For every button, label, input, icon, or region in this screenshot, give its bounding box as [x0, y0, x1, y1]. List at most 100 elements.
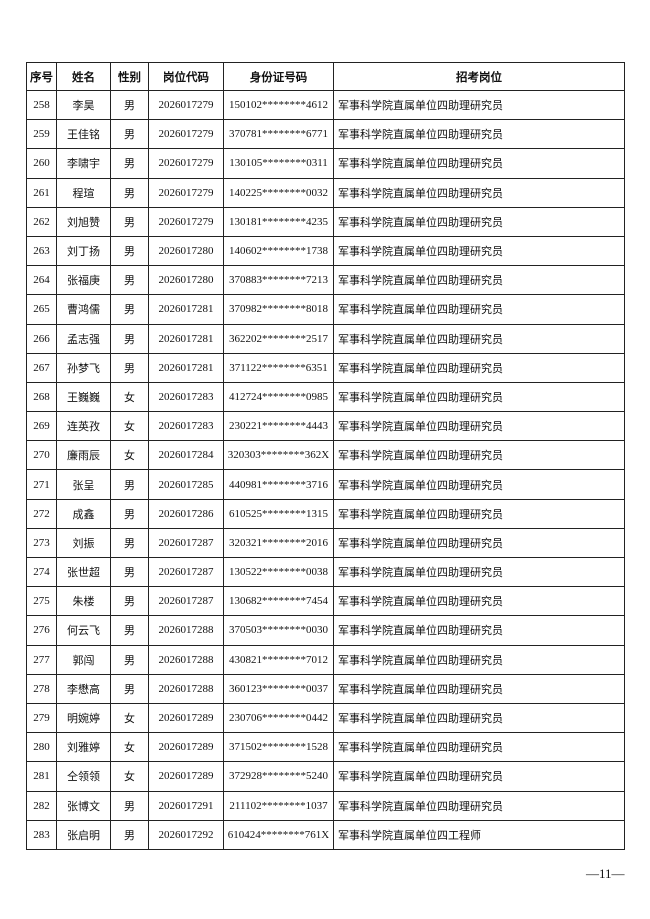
table-cell: 连英孜: [56, 411, 111, 442]
table-cell: 2026017289: [148, 732, 224, 763]
table-cell: 李昊: [56, 89, 111, 121]
table-cell: 262: [26, 206, 57, 237]
table-cell: 成鑫: [56, 498, 111, 529]
table-cell: 军事科学院直属单位四助理研究员: [333, 294, 625, 325]
header-cell: 岗位代码: [148, 62, 224, 91]
table-row: 266 孟志强男 2026017281 362202********2517 军事科学院…: [26, 323, 625, 354]
table-cell: 刘振: [56, 527, 111, 559]
table-cell: 李懋高: [56, 673, 111, 704]
table-row: 272 成鑫男 2026017286 610525********1315 军事科学院直…: [26, 498, 625, 529]
table-cell: 张世超: [56, 556, 111, 588]
table-cell: 2026017287: [148, 527, 224, 559]
table-cell: 140225********0032: [223, 177, 334, 208]
table-cell: 李啸宇: [56, 148, 111, 179]
table-cell: 男: [110, 89, 149, 121]
table-cell: 军事科学院直属单位四助理研究员: [333, 381, 625, 413]
table-row: 265 曹鸿儒男 2026017281 370982********8018 军事科学院…: [26, 294, 625, 325]
table-cell: 军事科学院直属单位四助理研究员: [333, 411, 625, 442]
table-row: 283 张启明男 2026017292 610424********761X 军事科学院…: [26, 819, 625, 850]
table-cell: 2026017287: [148, 586, 224, 617]
table-cell: 军事科学院直属单位四助理研究员: [333, 615, 625, 646]
table-cell: 279: [26, 702, 57, 734]
table-cell: 260: [26, 148, 57, 179]
table-cell: 276: [26, 615, 57, 646]
table-cell: 女: [110, 732, 149, 763]
table-cell: 男: [110, 527, 149, 559]
table-cell: 何云飞: [56, 615, 111, 646]
table-cell: 360123********0037: [223, 673, 334, 704]
table-cell: 军事科学院直属单位四助理研究员: [333, 761, 625, 792]
table-cell: 军事科学院直属单位四助理研究员: [333, 673, 625, 704]
table-row: 259 王佳铭男 2026017279 370781********6771 军事科学院…: [26, 119, 625, 150]
table-cell: 军事科学院直属单位四助理研究员: [333, 235, 625, 267]
table-cell: 男: [110, 265, 149, 296]
header-row: 序号 姓名 性别 岗位代码 身份证号码 招考岗位: [26, 62, 625, 91]
table-cell: 军事科学院直属单位四工程师: [333, 819, 625, 850]
table-row: 270 廉雨辰女 2026017284 320303********362X 军事科学院…: [26, 440, 625, 471]
table-cell: 男: [110, 177, 149, 208]
table-cell: 男: [110, 148, 149, 179]
table-cell: 271: [26, 469, 57, 500]
table-cell: 孟志强: [56, 323, 111, 354]
table-cell: 610424********761X: [223, 819, 334, 850]
table-cell: 230221********4443: [223, 411, 334, 442]
header-cell: 招考岗位: [333, 62, 625, 91]
table-cell: 2026017292: [148, 819, 224, 850]
table-cell: 272: [26, 498, 57, 529]
table-cell: 150102********4612: [223, 89, 334, 121]
table-cell: 2026017287: [148, 556, 224, 588]
table-cell: 440981********3716: [223, 469, 334, 500]
table-cell: 朱楼: [56, 586, 111, 617]
table-row: 261 程瑄男 2026017279 140225********0032 军事科学院直…: [26, 177, 625, 208]
table-cell: 362202********2517: [223, 323, 334, 354]
table-cell: 军事科学院直属单位四助理研究员: [333, 352, 625, 383]
table-cell: 2026017281: [148, 352, 224, 383]
table-cell: 2026017288: [148, 644, 224, 675]
table-cell: 军事科学院直属单位四助理研究员: [333, 440, 625, 471]
table-cell: 军事科学院直属单位四助理研究员: [333, 177, 625, 208]
table-cell: 264: [26, 265, 57, 296]
table-cell: 2026017279: [148, 206, 224, 237]
table-cell: 280: [26, 732, 57, 763]
table-cell: 女: [110, 761, 149, 792]
table-cell: 女: [110, 411, 149, 442]
table-cell: 2026017289: [148, 761, 224, 792]
table-cell: 130522********0038: [223, 556, 334, 588]
table-cell: 男: [110, 790, 149, 821]
table-cell: 2026017283: [148, 411, 224, 442]
table-cell: 女: [110, 381, 149, 413]
table-cell: 230706********0442: [223, 702, 334, 734]
table-row: 260 李啸宇男 2026017279 130105********0311 军事科学院…: [26, 148, 625, 179]
table-cell: 2026017289: [148, 702, 224, 734]
table-cell: 320303********362X: [223, 440, 334, 471]
table-cell: 278: [26, 673, 57, 704]
table-cell: 282: [26, 790, 57, 821]
table-cell: 2026017279: [148, 177, 224, 208]
table-cell: 2026017283: [148, 381, 224, 413]
table-cell: 267: [26, 352, 57, 383]
table-cell: 320321********2016: [223, 527, 334, 559]
table-row: 278 李懋高男 2026017288 360123********0037 军事科学院…: [26, 673, 625, 704]
table-row: 275 朱楼男 2026017287 130682********7454 军事科学院直…: [26, 586, 625, 617]
table-cell: 2026017279: [148, 89, 224, 121]
table-cell: 男: [110, 644, 149, 675]
table-cell: 孙梦飞: [56, 352, 111, 383]
table-row: 280 刘雅婷女 2026017289 371502********1528 军事科学院…: [26, 732, 625, 763]
table-cell: 372928********5240: [223, 761, 334, 792]
table-cell: 2026017280: [148, 265, 224, 296]
table-cell: 军事科学院直属单位四助理研究员: [333, 790, 625, 821]
table-cell: 275: [26, 586, 57, 617]
table-cell: 370503********0030: [223, 615, 334, 646]
table-cell: 2026017284: [148, 440, 224, 471]
table-cell: 2026017281: [148, 294, 224, 325]
table-row: 273 刘振男 2026017287 320321********2016 军事科学院直…: [26, 527, 625, 559]
table-cell: 军事科学院直属单位四助理研究员: [333, 644, 625, 675]
table-cell: 军事科学院直属单位四助理研究员: [333, 556, 625, 588]
table-cell: 371122********6351: [223, 352, 334, 383]
table-cell: 2026017285: [148, 469, 224, 500]
page-number: —11—: [586, 866, 625, 881]
table-cell: 军事科学院直属单位四助理研究员: [333, 469, 625, 500]
table-cell: 军事科学院直属单位四助理研究员: [333, 265, 625, 296]
table-cell: 男: [110, 819, 149, 850]
table-cell: 军事科学院直属单位四助理研究员: [333, 498, 625, 529]
